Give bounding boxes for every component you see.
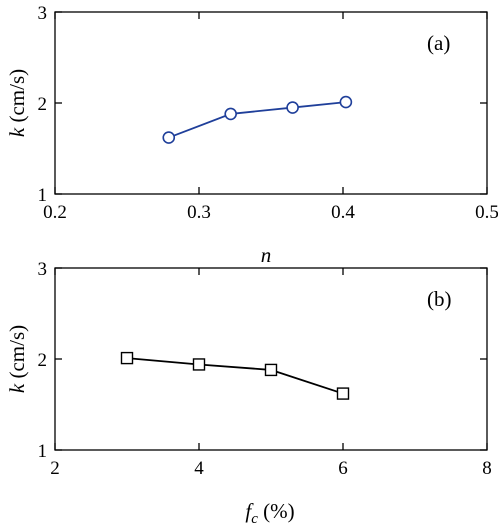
series-line (126, 357, 344, 395)
panel-a: 0.2 0.3 0.4 0.5 1 2 3 (a) n k (cm/s) (5, 3, 498, 267)
data-point (264, 363, 278, 377)
x-tick-label: 4 (194, 458, 204, 479)
series-line (168, 101, 346, 139)
panel-b-label: (b) (427, 287, 452, 311)
panel-a-axes-box (54, 11, 488, 195)
x-tick-label: 0.4 (331, 202, 355, 223)
panel-a-y-ticks: 1 2 3 (38, 3, 487, 206)
x-tick-label: 0.5 (475, 202, 498, 223)
panel-a-label: (a) (427, 31, 450, 55)
data-point (336, 387, 350, 400)
panel-b-x-ticks: 2 4 6 8 (50, 268, 492, 479)
panel-a-y-axis-label: k (cm/s) (5, 69, 29, 137)
y-tick-label: 1 (38, 185, 48, 206)
data-point (120, 351, 134, 365)
x-tick-label: 6 (338, 458, 348, 479)
data-point (162, 131, 176, 144)
y-tick-label: 1 (38, 441, 48, 462)
data-point (339, 95, 353, 109)
panel-a-x-ticks: 0.2 0.3 0.4 0.5 (43, 12, 498, 223)
panel-a-x-axis-label: n (261, 243, 272, 267)
data-point (192, 358, 206, 371)
y-tick-label: 3 (38, 3, 48, 24)
data-point (224, 107, 237, 121)
y-tick-label: 2 (38, 350, 48, 371)
y-tick-label: 2 (38, 94, 48, 115)
data-point (286, 101, 299, 114)
panel-b-series (120, 351, 350, 400)
panel-b-y-axis-label: k (cm/s) (5, 325, 29, 393)
panel-b-axes-box (54, 267, 488, 451)
x-tick-label: 0.3 (187, 202, 211, 223)
y-tick-label: 3 (38, 259, 48, 280)
x-tick-label: 0.2 (43, 202, 67, 223)
x-tick-label: 2 (50, 458, 60, 479)
panel-b-x-axis-label: fc (%) (245, 499, 294, 527)
x-tick-label: 8 (482, 458, 492, 479)
panel-a-series (162, 95, 353, 144)
panel-b-y-ticks: 1 2 3 (38, 259, 487, 462)
